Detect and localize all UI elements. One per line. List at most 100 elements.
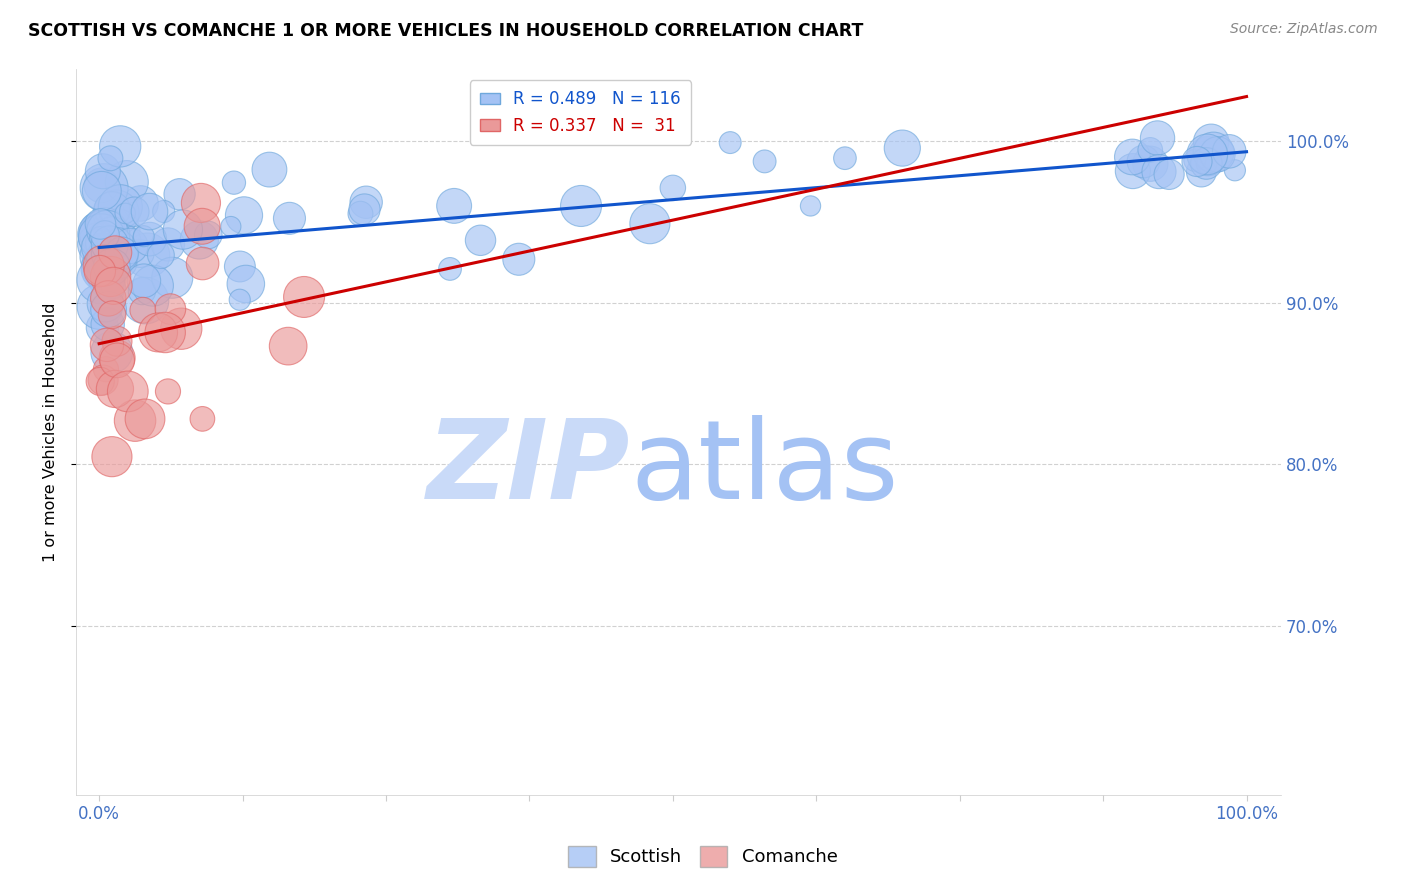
Point	[142, 278, 165, 293]
Point	[97, 318, 120, 332]
Point	[96, 235, 118, 250]
Point	[508, 252, 530, 267]
Point	[354, 195, 377, 210]
Point	[349, 207, 371, 221]
Point	[170, 322, 193, 336]
Point	[222, 176, 245, 190]
Point	[98, 253, 121, 268]
Point	[146, 326, 169, 340]
Point	[891, 141, 914, 155]
Point	[114, 206, 136, 220]
Point	[1197, 149, 1219, 163]
Point	[1223, 163, 1246, 178]
Point	[90, 178, 112, 193]
Point	[278, 211, 301, 226]
Point	[96, 338, 118, 352]
Point	[138, 204, 160, 219]
Point	[98, 237, 121, 252]
Point	[101, 450, 124, 464]
Point	[153, 326, 176, 340]
Point	[152, 204, 174, 219]
Point	[124, 204, 146, 219]
Point	[112, 235, 135, 249]
Point	[1206, 147, 1229, 161]
Point	[104, 245, 127, 260]
Point	[191, 412, 214, 426]
Point	[188, 233, 211, 247]
Point	[90, 249, 112, 263]
Point	[111, 255, 134, 269]
Point	[156, 384, 179, 399]
Point	[89, 240, 111, 254]
Point	[718, 136, 741, 150]
Point	[129, 246, 152, 260]
Point	[131, 284, 153, 298]
Point	[108, 139, 131, 153]
Point	[124, 414, 146, 428]
Point	[1197, 147, 1219, 161]
Point	[1139, 157, 1161, 171]
Point	[94, 227, 117, 242]
Point	[105, 206, 128, 220]
Point	[94, 297, 117, 311]
Point	[101, 202, 124, 217]
Point	[98, 260, 121, 275]
Point	[91, 268, 114, 283]
Point	[105, 225, 128, 239]
Point	[117, 384, 139, 399]
Point	[149, 248, 172, 262]
Point	[101, 260, 124, 274]
Point	[1202, 145, 1225, 160]
Point	[353, 202, 375, 217]
Point	[172, 222, 194, 236]
Point	[94, 243, 117, 257]
Point	[191, 219, 214, 234]
Point	[1218, 145, 1240, 159]
Point	[94, 362, 117, 376]
Point	[834, 151, 856, 165]
Point	[259, 162, 281, 177]
Point	[235, 277, 257, 291]
Point	[90, 184, 112, 198]
Point	[93, 180, 115, 194]
Point	[96, 224, 118, 238]
Point	[662, 181, 685, 195]
Y-axis label: 1 or more Vehicles in Household: 1 or more Vehicles in Household	[44, 302, 58, 562]
Point	[638, 217, 661, 231]
Point	[105, 334, 128, 349]
Point	[136, 248, 159, 262]
Point	[569, 199, 592, 213]
Point	[90, 226, 112, 240]
Point	[110, 200, 132, 214]
Point	[94, 219, 117, 234]
Point	[90, 230, 112, 244]
Point	[129, 196, 152, 211]
Point	[139, 232, 162, 246]
Point	[229, 293, 252, 307]
Point	[97, 262, 120, 277]
Point	[1146, 131, 1168, 145]
Point	[101, 308, 124, 322]
Point	[135, 293, 157, 308]
Point	[93, 261, 115, 276]
Point	[1139, 143, 1161, 157]
Legend: R = 0.489   N = 116, R = 0.337   N =  31: R = 0.489 N = 116, R = 0.337 N = 31	[470, 80, 690, 145]
Point	[1185, 154, 1208, 169]
Point	[96, 273, 118, 287]
Point	[169, 187, 191, 202]
Point	[93, 254, 115, 268]
Point	[1147, 164, 1170, 178]
Text: atlas: atlas	[630, 415, 898, 522]
Point	[101, 345, 124, 359]
Point	[120, 239, 142, 253]
Point	[439, 261, 461, 276]
Point	[1159, 167, 1181, 181]
Point	[107, 232, 129, 246]
Point	[90, 227, 112, 242]
Point	[90, 226, 112, 240]
Point	[132, 274, 155, 288]
Point	[1189, 165, 1212, 179]
Point	[219, 219, 242, 234]
Point	[89, 264, 111, 278]
Point	[1195, 157, 1218, 171]
